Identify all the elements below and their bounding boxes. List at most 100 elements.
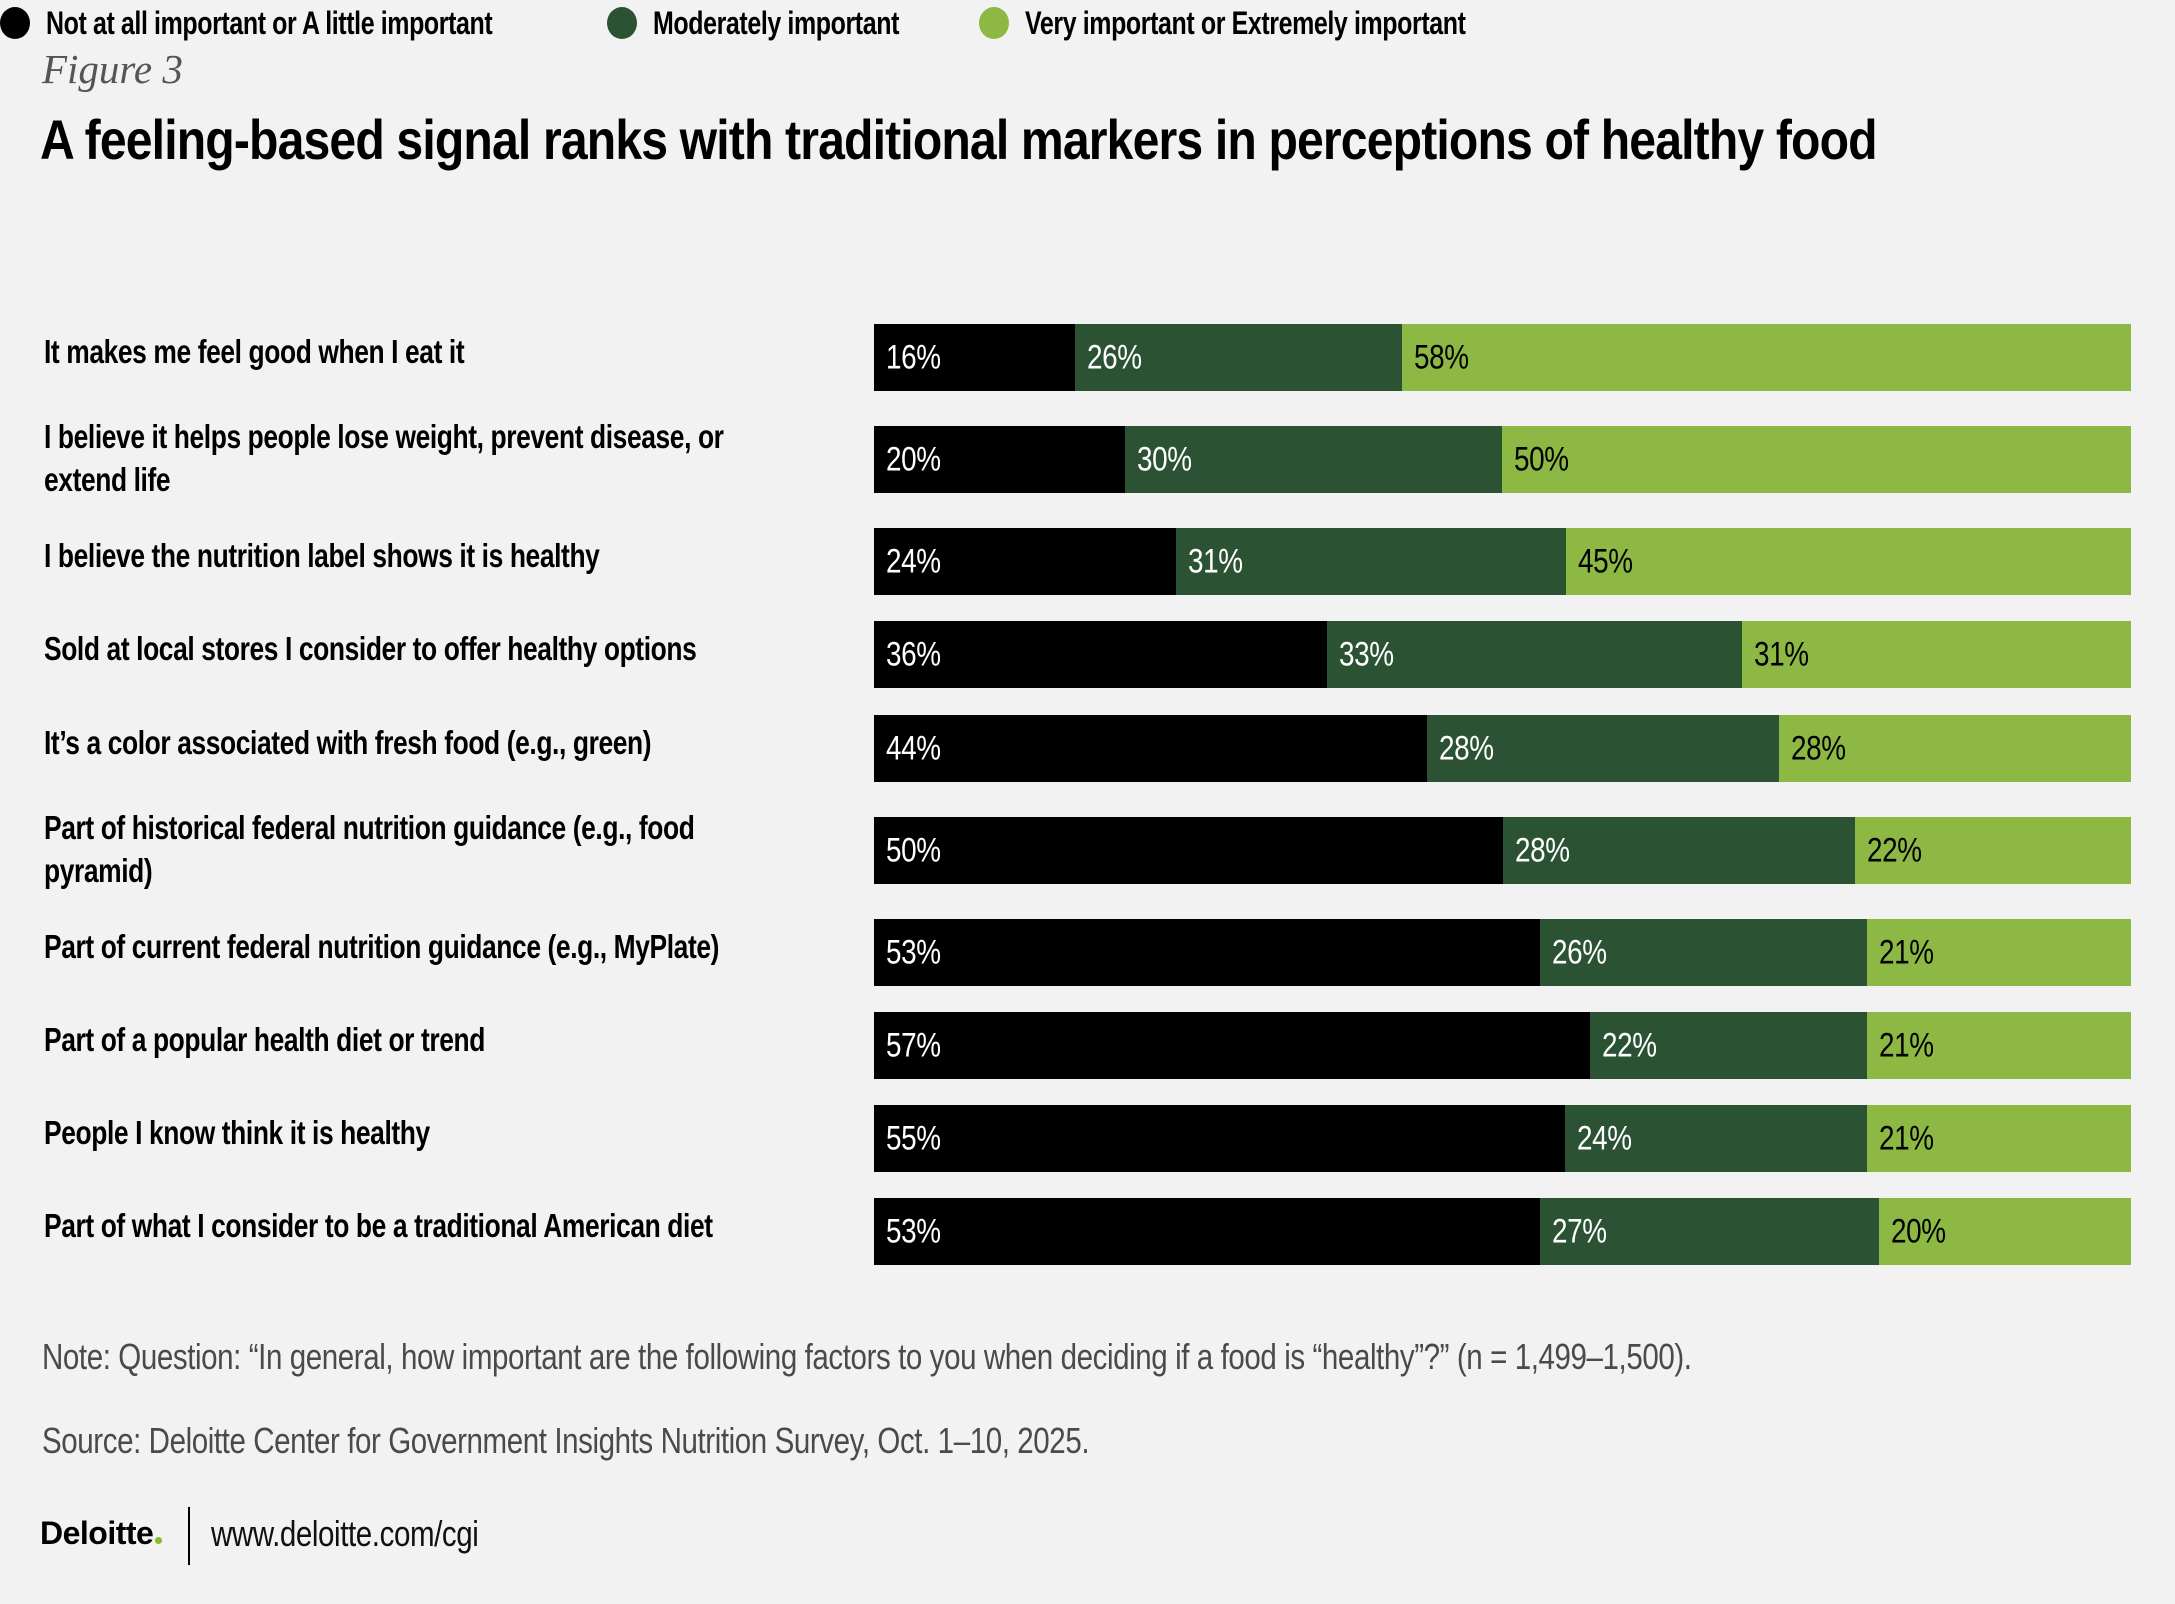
bar-chart-area: 16% 26% 58% 20% 30% 50% 24% 31% 45% 36% 33% 31% 44% 2…	[874, 0, 2131, 1604]
logo-text: Deloitte	[40, 1515, 154, 1551]
data-label: 16%	[886, 338, 941, 376]
data-label: 20%	[1891, 1212, 1946, 1250]
category-label-line: Sold at local stores I consider to offer…	[44, 630, 697, 667]
data-label: 45%	[1578, 542, 1633, 580]
data-label: 53%	[886, 933, 941, 971]
legend-label-moderate: Moderately important	[653, 4, 899, 41]
legend: Not at all important or A little importa…	[0, 0, 1700, 46]
bar-row: 57% 22% 21%	[874, 1012, 2131, 1079]
data-label: 21%	[1879, 1026, 1934, 1064]
bar-segment-moderate: 30%	[1125, 426, 1502, 493]
category-label: It makes me feel good when I eat it	[44, 330, 844, 373]
legend-item-high: Very important or Extremely important	[979, 0, 1590, 46]
category-label-line: It makes me feel good when I eat it	[44, 333, 465, 370]
bar-segment-high: 50%	[1502, 426, 2131, 493]
data-label: 24%	[1577, 1119, 1632, 1157]
chart-source: Source: Deloitte Center for Government I…	[42, 1420, 1090, 1461]
data-label: 53%	[886, 1212, 941, 1250]
bar-segment-high: 45%	[1566, 528, 2131, 595]
legend-dot-low-icon	[0, 7, 30, 39]
category-label: Part of what I consider to be a traditio…	[44, 1204, 844, 1247]
data-label: 50%	[1514, 440, 1569, 478]
data-label: 20%	[886, 440, 941, 478]
bar-segment-low: 36%	[874, 621, 1327, 688]
chart-title: A feeling-based signal ranks with tradit…	[40, 108, 1878, 171]
bar-segment-high: 28%	[1779, 715, 2131, 782]
category-label-line: People I know think it is healthy	[44, 1114, 430, 1151]
bar-segment-moderate: 24%	[1565, 1105, 1867, 1172]
legend-label-low: Not at all important or A little importa…	[46, 4, 493, 41]
bar-segment-high: 22%	[1855, 817, 2131, 884]
logo-dot-icon	[155, 1537, 163, 1544]
bar-segment-moderate: 28%	[1427, 715, 1779, 782]
category-label-line: Part of historical federal nutrition gui…	[44, 808, 695, 846]
data-label: 22%	[1867, 831, 1922, 869]
category-label-line: Part of what I consider to be a traditio…	[44, 1207, 713, 1244]
data-label: 36%	[886, 635, 941, 673]
category-label-line: I believe the nutrition label shows it i…	[44, 537, 600, 574]
data-label: 44%	[886, 729, 941, 767]
bar-row: 16% 26% 58%	[874, 324, 2131, 391]
data-label: 27%	[1552, 1212, 1607, 1250]
footer-url-link[interactable]: www.deloitte.com/cgi	[211, 1513, 479, 1554]
category-label: I believe it helps people lose weight, p…	[44, 415, 844, 501]
footer-divider	[188, 1507, 190, 1565]
bar-segment-low: 20%	[874, 426, 1125, 493]
bar-segment-low: 53%	[874, 1198, 1540, 1265]
bar-segment-low: 55%	[874, 1105, 1565, 1172]
data-label: 30%	[1137, 440, 1192, 478]
category-label: Part of current federal nutrition guidan…	[44, 925, 844, 968]
category-label-line: extend life	[44, 460, 171, 498]
bar-segment-low: 44%	[874, 715, 1427, 782]
data-label: 57%	[886, 1026, 941, 1064]
bar-segment-low: 50%	[874, 817, 1503, 884]
bar-segment-moderate: 33%	[1327, 621, 1742, 688]
bar-segment-low: 24%	[874, 528, 1176, 595]
bar-segment-low: 16%	[874, 324, 1075, 391]
deloitte-logo: Deloitte	[40, 1515, 163, 1552]
bar-segment-moderate: 31%	[1176, 528, 1566, 595]
category-label-line: Part of current federal nutrition guidan…	[44, 928, 720, 965]
bar-segment-high: 20%	[1879, 1198, 2131, 1265]
data-label: 58%	[1414, 338, 1469, 376]
bar-segment-high: 58%	[1402, 324, 2131, 391]
data-label: 31%	[1188, 542, 1243, 580]
category-label-line: I believe it helps people lose weight, p…	[44, 417, 724, 455]
category-label: People I know think it is healthy	[44, 1111, 844, 1154]
bar-row: 20% 30% 50%	[874, 426, 2131, 493]
bar-segment-high: 31%	[1742, 621, 2131, 688]
bar-row: 55% 24% 21%	[874, 1105, 2131, 1172]
bar-row: 53% 26% 21%	[874, 919, 2131, 986]
legend-dot-high-icon	[979, 7, 1009, 39]
chart-note: Note: Question: “In general, how importa…	[42, 1336, 1692, 1377]
data-label: 33%	[1339, 635, 1394, 673]
footer: Deloitte www.deloitte.com/cgi	[40, 1505, 740, 1567]
category-label-line: Part of a popular health diet or trend	[44, 1021, 485, 1058]
bar-row: 50% 28% 22%	[874, 817, 2131, 884]
data-label: 28%	[1439, 729, 1494, 767]
bar-row: 53% 27% 20%	[874, 1198, 2131, 1265]
data-label: 22%	[1602, 1026, 1657, 1064]
data-label: 21%	[1879, 1119, 1934, 1157]
bar-segment-high: 21%	[1867, 1012, 2131, 1079]
category-label-line: pyramid)	[44, 851, 153, 889]
category-label: It’s a color associated with fresh food …	[44, 721, 844, 764]
category-label: Sold at local stores I consider to offer…	[44, 627, 844, 670]
bar-segment-moderate: 27%	[1540, 1198, 1879, 1265]
data-label: 31%	[1754, 635, 1809, 673]
bar-segment-high: 21%	[1867, 1105, 2131, 1172]
data-label: 24%	[886, 542, 941, 580]
legend-label-high: Very important or Extremely important	[1025, 4, 1466, 41]
data-label: 50%	[886, 831, 941, 869]
data-label: 26%	[1552, 933, 1607, 971]
bar-segment-moderate: 26%	[1075, 324, 1402, 391]
bar-segment-moderate: 22%	[1590, 1012, 1867, 1079]
data-label: 55%	[886, 1119, 941, 1157]
data-label: 26%	[1087, 338, 1142, 376]
bar-row: 24% 31% 45%	[874, 528, 2131, 595]
figure-number: Figure 3	[42, 46, 183, 92]
bar-segment-moderate: 28%	[1503, 817, 1855, 884]
bar-row: 44% 28% 28%	[874, 715, 2131, 782]
bar-segment-high: 21%	[1867, 919, 2131, 986]
legend-item-low: Not at all important or A little importa…	[0, 0, 618, 46]
